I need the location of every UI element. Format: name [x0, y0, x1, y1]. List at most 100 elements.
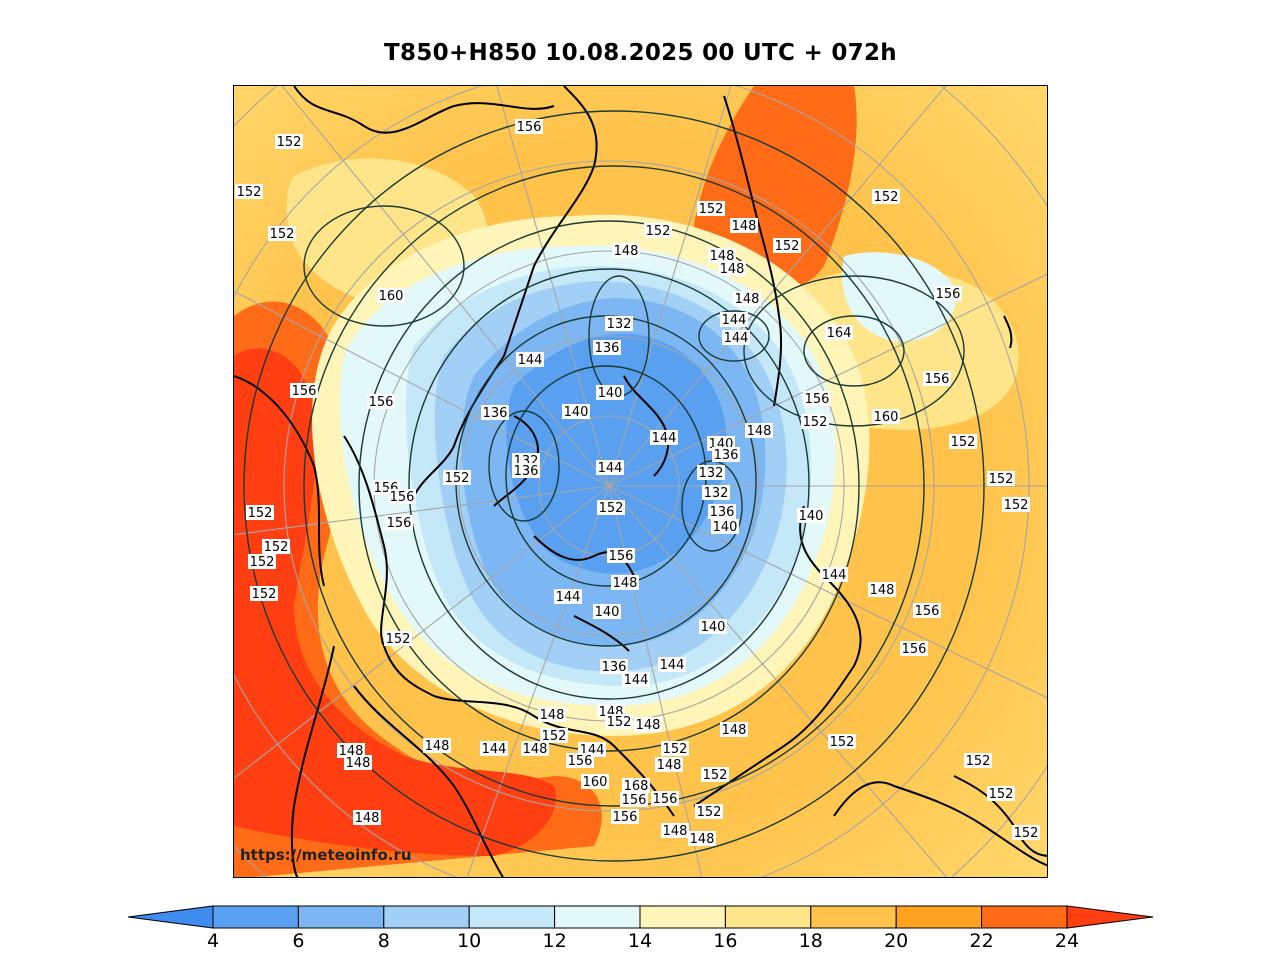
contour-label-bg: [521, 741, 549, 756]
contour-label-text: 148: [722, 723, 747, 738]
contour-label-text: 152: [989, 472, 1014, 487]
contour-label-text: 144: [624, 673, 649, 688]
contour-label: 156: [803, 391, 831, 407]
contour-label-text: 148: [663, 824, 688, 839]
contour-label: 140: [797, 508, 825, 524]
contour-label-text: 156: [622, 793, 647, 808]
contour-label: 148: [661, 823, 689, 839]
colorbar-cell: [383, 905, 470, 929]
contour-label-text: 152: [445, 471, 470, 486]
contour-label: 140: [711, 519, 739, 535]
contour-label-text: 152: [1004, 498, 1029, 513]
contour-label-bg: [581, 774, 609, 789]
contour-label-text: 156: [568, 754, 593, 769]
contour-label: 156: [913, 603, 941, 619]
contour-label-text: 152: [703, 768, 728, 783]
contour-label-text: 148: [735, 292, 760, 307]
contour-label: 136: [593, 340, 621, 356]
contour-label: 148: [868, 582, 896, 598]
contour-label-text: 156: [936, 287, 961, 302]
contour-label-bg: [987, 786, 1015, 801]
contour-label-bg: [384, 631, 412, 646]
contour-label-text: 144: [652, 431, 677, 446]
colorbar-cells: [127, 905, 1154, 929]
contour-label-bg: [275, 134, 303, 149]
contour-label-bg: [423, 738, 451, 753]
contour-label: 152: [540, 728, 568, 744]
contour-label: 156: [611, 809, 639, 825]
contour-label-text: 144: [724, 331, 749, 346]
contour-label-text: 156: [925, 372, 950, 387]
colorbar-tick-label: 22: [969, 930, 994, 952]
contour-label-bg: [661, 741, 689, 756]
contour-label-text: 148: [540, 708, 565, 723]
contour-label: 136: [481, 405, 509, 421]
contour-labels: 1561521521521601521481521481521481481481…: [235, 119, 1040, 847]
colorbar-cell: [212, 905, 299, 929]
contour-label-text: 136: [602, 660, 627, 675]
contour-label-text: 148: [346, 756, 371, 771]
contour-label: 152: [695, 804, 723, 820]
contour-label-text: 152: [966, 754, 991, 769]
contour-label-bg: [699, 619, 727, 634]
contour-label-bg: [900, 641, 928, 656]
contour-label-text: 148: [614, 244, 639, 259]
contour-label-bg: [512, 463, 540, 478]
hot-region-west: [234, 348, 556, 856]
contour-label: 152: [987, 471, 1015, 487]
contour-label: 160: [581, 774, 609, 790]
contour-label: 152: [268, 226, 296, 242]
contour-label-bg: [797, 508, 825, 523]
contour-label: 152: [644, 223, 672, 239]
contour-label-text: 156: [369, 395, 394, 410]
contour-label-bg: [268, 226, 296, 241]
colorbar-tick-label: 12: [542, 930, 567, 952]
contour-label-bg: [701, 767, 729, 782]
contour-label: 152: [661, 741, 689, 757]
colorbar-extend-low: [127, 905, 214, 929]
contour-label: 140: [593, 604, 621, 620]
contour-label-bg: [708, 248, 736, 263]
contour-label-bg: [262, 539, 290, 554]
contour-label-text: 152: [663, 742, 688, 757]
contour-label-bg: [708, 504, 736, 519]
contour-label-text: 148: [720, 262, 745, 277]
contour-label-bg: [1002, 497, 1030, 512]
contour-label-bg: [634, 717, 662, 732]
contour-label-bg: [593, 340, 621, 355]
contour-label: 156: [385, 515, 413, 531]
contour-label: 148: [344, 755, 372, 771]
contour-label-text: 156: [902, 642, 927, 657]
contour-label-text: 152: [607, 715, 632, 730]
contour-label-text: 152: [248, 506, 273, 521]
contour-label-text: 136: [483, 406, 508, 421]
contour-label-bg: [712, 447, 740, 462]
contour-label: 152: [828, 734, 856, 750]
contour-label: 148: [708, 248, 736, 264]
contour-label-text: 156: [292, 384, 317, 399]
contour-label-text: 148: [613, 576, 638, 591]
contour-label: 152: [964, 753, 992, 769]
contour-label-text: 148: [355, 811, 380, 826]
colorbar-cell: [895, 905, 983, 929]
contour-label: 152: [1012, 825, 1040, 841]
contour-label: 144: [516, 352, 544, 368]
contour-label-text: 148: [732, 219, 757, 234]
contour-label: 148: [733, 291, 761, 307]
contour-label-text: 148: [710, 249, 735, 264]
contour-label: 148: [353, 810, 381, 826]
contour-label: 164: [825, 325, 853, 341]
contour-label-bg: [720, 312, 748, 327]
colorbar-tick-label: 16: [713, 930, 738, 952]
contour-label: 152: [597, 500, 625, 516]
contour-label-bg: [516, 352, 544, 367]
contour-label-text: 156: [517, 120, 542, 135]
colorbar-tick-label: 8: [377, 930, 390, 952]
contour-label: 152: [246, 505, 274, 521]
contour-label-text: 140: [799, 509, 824, 524]
contour-label-text: 144: [722, 313, 747, 328]
contour-label-text: 152: [1014, 826, 1039, 841]
colorbar-tick-label: 10: [457, 930, 482, 952]
contour-label: 156: [651, 791, 679, 807]
contour-label-text: 136: [514, 464, 539, 479]
